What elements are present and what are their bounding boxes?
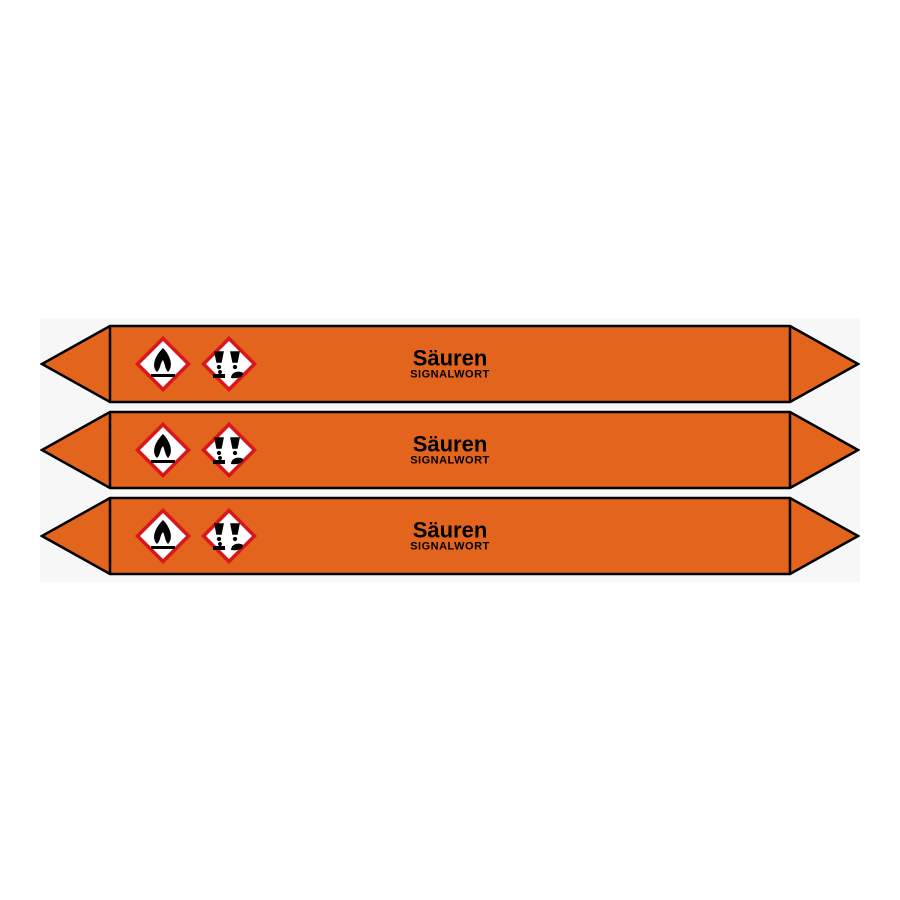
marker-title: Säuren [410,433,490,456]
marker-subtitle: SIGNALWORT [410,542,490,554]
pipe-marker: Säuren SIGNALWORT [40,496,860,576]
marker-subtitle: SIGNALWORT [410,456,490,468]
marker-subtitle: SIGNALWORT [410,370,490,382]
ghs-corrosive-icon [201,422,257,478]
ghs-flammable-icon [135,508,191,564]
marker-title: Säuren [410,519,490,542]
ghs-corrosive-icon [201,336,257,392]
ghs-flammable-icon [135,336,191,392]
ghs-corrosive-icon [201,508,257,564]
ghs-pictogram-group [135,508,257,564]
marker-sheet: Säuren SIGNALWORT Säuren SIGNALWORT [40,318,860,582]
ghs-pictogram-group [135,336,257,392]
marker-text: Säuren SIGNALWORT [410,519,490,554]
marker-text: Säuren SIGNALWORT [410,433,490,468]
page-canvas: Säuren SIGNALWORT Säuren SIGNALWORT [0,0,900,900]
pipe-marker: Säuren SIGNALWORT [40,410,860,490]
ghs-pictogram-group [135,422,257,478]
pipe-marker: Säuren SIGNALWORT [40,324,860,404]
marker-text: Säuren SIGNALWORT [410,347,490,382]
ghs-flammable-icon [135,422,191,478]
marker-title: Säuren [410,347,490,370]
